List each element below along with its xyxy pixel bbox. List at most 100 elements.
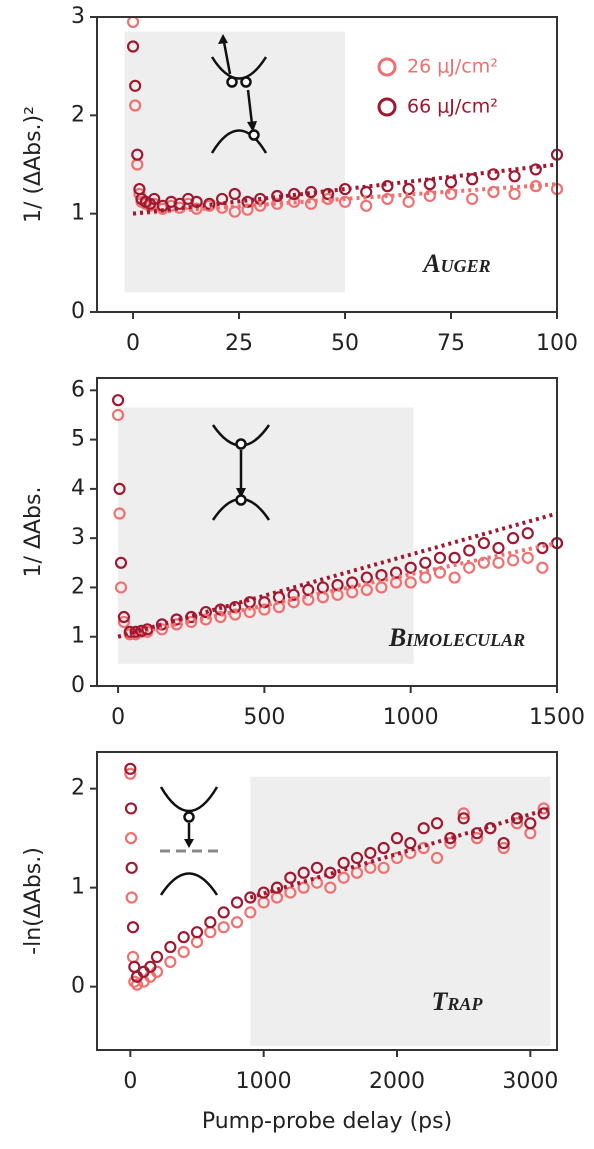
data-point <box>111 408 125 422</box>
x-tick-label: 1000 <box>236 1069 292 1094</box>
y-tick-label: 1 <box>71 875 85 900</box>
data-point <box>477 536 490 550</box>
data-point <box>497 841 510 855</box>
data-point <box>448 571 461 584</box>
data-point <box>150 950 164 964</box>
data-point <box>148 192 161 206</box>
inset-bimolecular <box>211 424 271 521</box>
plot-frame <box>96 377 558 687</box>
annotation: Bimolecular <box>388 623 525 652</box>
y-axis-label: 1/ (ΔAbs.)² <box>21 106 46 223</box>
data-point <box>230 896 244 909</box>
data-point <box>316 581 330 594</box>
legend-marker <box>377 97 397 117</box>
data-point <box>204 916 217 929</box>
data-point <box>287 588 300 601</box>
data-point <box>117 610 131 624</box>
data-point <box>114 581 128 594</box>
data-point <box>521 551 534 564</box>
x-tick-label: 1500 <box>529 705 585 730</box>
x-tick-label: 3000 <box>502 1069 558 1094</box>
y-axis-label: -ln(ΔAbs.) <box>21 847 46 955</box>
data-point <box>230 916 244 929</box>
data-point <box>537 802 550 815</box>
fit-line <box>132 182 558 216</box>
data-point <box>126 15 140 29</box>
data-point <box>287 596 300 609</box>
y-tick-label: 4 <box>71 476 85 501</box>
data-point <box>321 187 335 201</box>
x-tick-label: 100 <box>536 331 578 356</box>
data-point <box>433 566 447 579</box>
x-tick-label: 500 <box>243 705 285 730</box>
x-tick-label: 0 <box>123 1069 137 1094</box>
data-point <box>131 148 144 161</box>
fit-line <box>249 806 551 900</box>
inset-trap <box>159 786 220 896</box>
data-point <box>177 945 190 959</box>
data-point <box>144 960 157 973</box>
data-point <box>165 199 178 212</box>
data-point <box>165 195 178 208</box>
data-point <box>126 950 140 964</box>
data-point <box>244 891 257 904</box>
data-point <box>390 832 404 845</box>
data-point <box>310 861 324 874</box>
data-point <box>477 556 490 569</box>
y-tick-label: 0 <box>71 673 85 698</box>
data-point <box>463 544 476 557</box>
data-point <box>177 931 190 944</box>
data-point <box>508 170 521 183</box>
y-tick-label: 3 <box>71 4 85 29</box>
data-point <box>430 851 444 865</box>
data-point <box>324 866 337 879</box>
shaded-region <box>250 776 551 1047</box>
data-point <box>360 199 373 212</box>
data-point <box>350 866 364 879</box>
data-point <box>217 921 230 934</box>
legend-label: 66 μJ/cm² <box>407 96 498 118</box>
data-point <box>215 192 229 206</box>
shaded-region <box>124 31 346 293</box>
data-point <box>444 836 457 850</box>
x-axis-label: Pump-probe delay (ps) <box>202 1109 452 1134</box>
data-point <box>204 926 217 939</box>
y-axis-label: 1/ ΔAbs. <box>21 487 46 578</box>
data-point <box>338 195 352 208</box>
data-point <box>126 921 140 934</box>
data-point <box>129 79 142 92</box>
data-point <box>402 195 415 208</box>
data-point <box>375 569 388 582</box>
annotation: Trap <box>432 987 484 1016</box>
data-point <box>270 881 284 894</box>
data-point <box>257 886 270 899</box>
data-point <box>125 861 138 874</box>
data-point <box>244 906 257 919</box>
data-point <box>377 841 390 855</box>
data-point <box>117 615 131 629</box>
data-point <box>524 817 537 830</box>
y-tick-label: 1 <box>71 201 85 226</box>
x-tick-label: 2000 <box>369 1069 425 1094</box>
data-point <box>457 812 470 825</box>
x-tick-label: 25 <box>225 331 253 356</box>
data-point <box>510 817 524 830</box>
data-point <box>164 955 177 968</box>
data-point <box>217 906 230 919</box>
data-point <box>507 554 520 567</box>
data-point <box>164 940 177 954</box>
data-point <box>130 978 144 991</box>
data-point <box>536 561 549 574</box>
data-point <box>124 762 137 775</box>
data-point <box>288 187 301 201</box>
data-point <box>521 527 534 540</box>
y-tick-label: 1 <box>71 624 85 649</box>
data-point <box>190 926 204 939</box>
data-point <box>129 99 142 112</box>
data-point <box>463 561 476 574</box>
data-point <box>433 551 447 564</box>
data-point <box>402 182 415 196</box>
data-point <box>284 871 297 884</box>
x-tick-label: 75 <box>437 331 465 356</box>
